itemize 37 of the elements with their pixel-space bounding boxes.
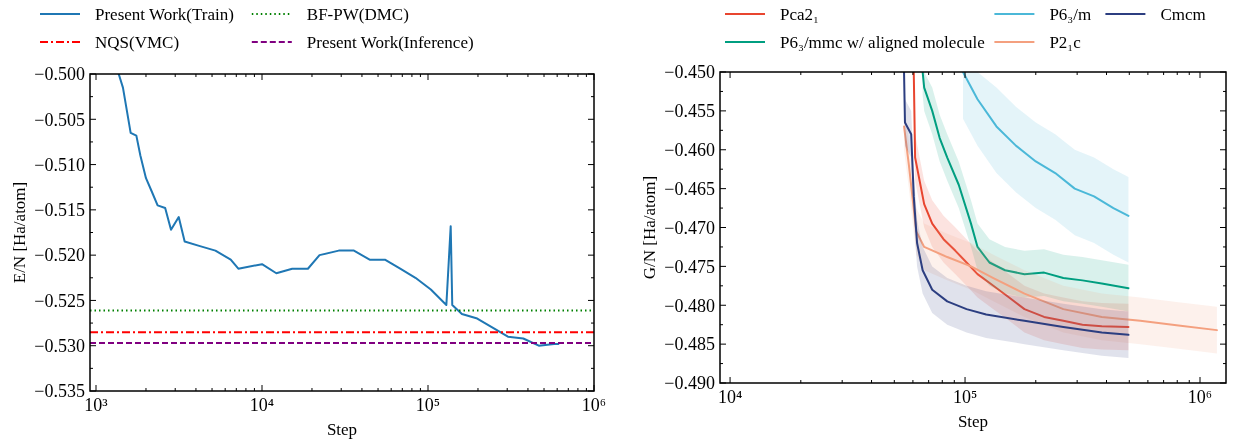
y-tick-label: −0.460 [664, 140, 715, 161]
x-tick-label: 10⁶ [1187, 387, 1213, 407]
y-tick-label: −0.475 [664, 256, 715, 277]
x-tick-label: 10³ [84, 395, 109, 415]
legend-label: Pca2₁ [780, 4, 819, 24]
y-tick-label: −0.530 [34, 336, 85, 357]
y-axis-title: E/N [Ha/atom] [10, 181, 29, 284]
legend-label: Present Work(Train) [95, 4, 234, 24]
x-tick-label: 10⁴ [717, 387, 743, 407]
x-axis-title: Step [957, 412, 989, 431]
x-tick-label: 10⁴ [249, 395, 275, 415]
legend-label: BF-PW(DMC) [306, 4, 409, 24]
y-tick-label: −0.450 [664, 62, 715, 83]
x-tick-label: 10⁶ [581, 395, 607, 415]
y-tick-label: −0.470 [664, 217, 715, 238]
y-tick-label: −0.500 [34, 64, 85, 85]
y-tick-label: −0.510 [34, 154, 85, 175]
y-tick-label: −0.535 [34, 381, 85, 402]
y-tick-label: −0.490 [664, 373, 715, 394]
y-tick-label: −0.480 [664, 295, 715, 316]
y-tick-label: −0.525 [34, 290, 85, 311]
y-tick-label: −0.485 [664, 334, 715, 355]
x-tick-label: 10⁵ [415, 395, 441, 415]
y-tick-label: −0.505 [34, 109, 85, 130]
y-axis-title: G/N [Ha/atom] [640, 175, 659, 280]
y-tick-label: −0.465 [664, 178, 715, 199]
y-tick-label: −0.520 [34, 245, 85, 266]
legend-label: Cmcm [1160, 4, 1206, 24]
x-tick-label: 10⁵ [952, 387, 978, 407]
legend-label: P6₃/m [1049, 4, 1092, 24]
x-axis-title: Step [326, 420, 358, 439]
legend-label: P6₃/mmc w/ aligned molecule [780, 32, 985, 52]
legend-label: NQS(VMC) [95, 32, 180, 52]
legend-label: Present Work(Inference) [306, 32, 474, 52]
legend-label: P2₁c [1049, 32, 1082, 52]
y-tick-label: −0.455 [664, 101, 715, 122]
y-tick-label: −0.515 [34, 200, 85, 221]
